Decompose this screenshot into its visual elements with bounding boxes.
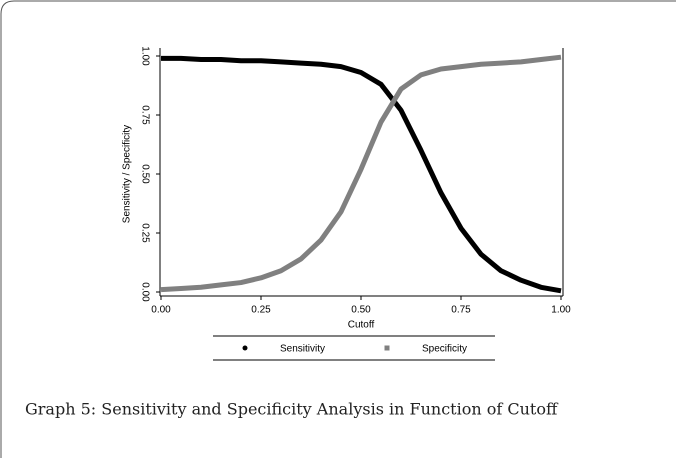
y-tick-label: 0.00 <box>139 282 150 302</box>
caption: Graph 5: Sensitivity and Specificity Ana… <box>25 400 559 419</box>
series-line <box>161 55 562 294</box>
x-tick-label: 0.25 <box>251 305 271 316</box>
x-tick-label: 1.00 <box>551 305 571 316</box>
x-tick-label: 0.75 <box>451 305 471 316</box>
legend-label: Specificity <box>422 344 467 355</box>
series-line <box>160 54 562 293</box>
x-axis-label: Cutoff <box>348 320 375 331</box>
y-tick-label: 0.75 <box>139 105 150 125</box>
y-axis-label: Sensitivity / Specificity <box>122 125 133 223</box>
y-tick-label: 1.00 <box>139 46 150 66</box>
y-tick-label: 0.50 <box>139 164 150 184</box>
legend-label: Sensitivity <box>280 344 325 355</box>
legend-marker <box>242 345 248 351</box>
y-tick-label: 0.25 <box>139 223 150 243</box>
x-tick-label: 0.00 <box>151 305 171 316</box>
legend-marker <box>384 345 390 351</box>
x-tick-label: 0.50 <box>351 305 371 316</box>
